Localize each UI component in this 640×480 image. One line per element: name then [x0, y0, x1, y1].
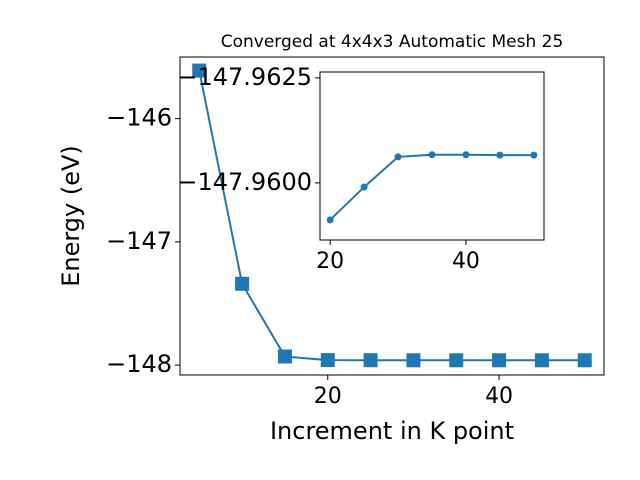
- x-tick-label: 40: [485, 384, 513, 409]
- x-axis-label: Increment in K point: [270, 417, 514, 445]
- marker: [530, 151, 538, 159]
- marker: [534, 353, 549, 368]
- marker: [496, 151, 504, 159]
- marker: [406, 353, 421, 368]
- marker: [235, 276, 250, 291]
- marker: [363, 353, 378, 368]
- series-line: [198, 70, 585, 362]
- marker: [428, 151, 436, 159]
- y-axis-label: Energy (eV): [57, 145, 85, 287]
- x-tick-label: 20: [316, 249, 344, 274]
- marker: [394, 153, 402, 161]
- y-tick-label: −146: [106, 104, 172, 132]
- marker: [277, 349, 292, 364]
- x-tick-label: 40: [452, 249, 480, 274]
- chart-title: Converged at 4x4x3 Automatic Mesh 25: [221, 32, 564, 52]
- y-tick-label: −147.9600: [177, 168, 312, 196]
- y-tick-label: −147.9625: [177, 63, 312, 91]
- axes-frame: [179, 56, 605, 376]
- marker: [462, 151, 470, 159]
- marker: [577, 353, 592, 368]
- x-tick-label: 20: [314, 384, 342, 409]
- marker: [449, 353, 464, 368]
- y-tick-label: −148: [106, 350, 172, 378]
- marker: [320, 353, 335, 368]
- marker: [360, 183, 368, 191]
- y-tick-label: −147: [106, 227, 172, 255]
- marker: [192, 63, 207, 78]
- marker: [326, 216, 334, 224]
- marker: [492, 353, 507, 368]
- axes-frame: [319, 71, 545, 241]
